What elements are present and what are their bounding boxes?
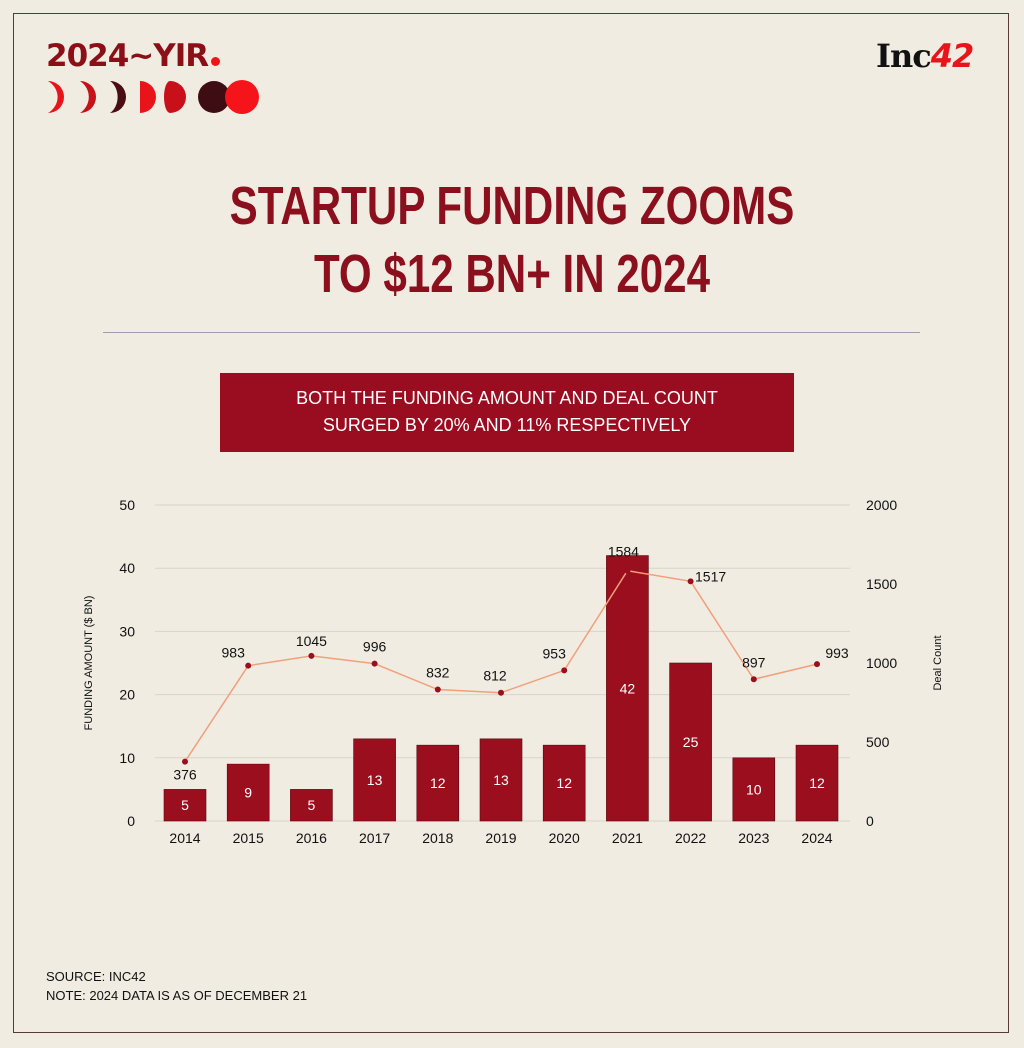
deal-count-point [308, 652, 315, 659]
page-title: STARTUP FUNDING ZOOMS TO $12 BN+ IN 2024 [229, 176, 795, 304]
bar-value-label: 13 [493, 772, 509, 788]
x-tick-label: 2022 [675, 830, 706, 846]
x-tick-label: 2016 [296, 830, 327, 846]
y2-axis-label: Deal Count [932, 635, 944, 690]
x-tick-label: 2020 [549, 830, 580, 846]
bar-2014 [163, 789, 207, 822]
deal-count-label: 953 [543, 645, 567, 661]
deal-count-point [371, 660, 378, 667]
yir-logo: 2024~YIR [46, 38, 221, 74]
bar-2015 [226, 763, 270, 822]
x-tick-label: 2024 [801, 830, 832, 846]
bar-2018 [416, 744, 460, 822]
y-tick-label: 20 [119, 687, 135, 703]
deal-count-label: 983 [222, 645, 246, 661]
bar-value-label: 42 [620, 680, 636, 696]
deal-count-point [561, 667, 568, 674]
frame-border [13, 13, 1009, 1033]
bar-value-label: 9 [244, 785, 252, 801]
x-tick-label: 2014 [169, 830, 200, 846]
bar-2017 [353, 738, 396, 822]
bar-2023 [732, 757, 776, 822]
deal-count-label: 1517 [695, 568, 726, 584]
deal-count-point [498, 689, 504, 696]
y-tick-label: 40 [119, 560, 135, 576]
y2-tick-label: 0 [866, 813, 874, 829]
inc42-logo: Inc42 [876, 37, 974, 75]
bar-2024 [795, 744, 839, 822]
bar-value-label: 12 [556, 775, 572, 791]
x-tick-label: 2015 [233, 830, 264, 846]
deal-count-label: 1045 [296, 633, 327, 649]
deal-count-point [624, 567, 631, 574]
bar-value-label: 25 [683, 734, 699, 750]
bar-2020 [542, 744, 586, 822]
y-tick-label: 10 [119, 750, 135, 766]
deal-count-label: 376 [173, 767, 197, 783]
deal-count-label: 832 [426, 665, 450, 681]
x-tick-label: 2021 [612, 830, 643, 846]
data-note: NOTE: 2024 DATA IS AS OF DECEMBER 21 [46, 988, 308, 1003]
deal-count-point [750, 676, 757, 683]
moon-phases-logo [48, 80, 259, 114]
deal-count-point [245, 662, 252, 669]
bar-2021 [606, 555, 649, 822]
y2-tick-label: 1500 [866, 576, 897, 592]
bar-value-label: 12 [809, 775, 825, 791]
divider [103, 332, 920, 333]
bar-value-label: 5 [181, 797, 189, 813]
deal-count-point [814, 661, 820, 668]
y-axis-label: FUNDING AMOUNT ($ BN) [83, 596, 95, 731]
bar-2016 [290, 789, 333, 822]
bar-value-label: 13 [367, 772, 383, 788]
y-tick-label: 50 [119, 497, 135, 513]
y2-tick-label: 500 [866, 734, 890, 750]
deal-count-label: 1584 [608, 544, 639, 560]
deal-count-line [184, 569, 818, 763]
deal-count-point [434, 686, 441, 693]
y2-tick-label: 1000 [866, 655, 897, 671]
bar-value-label: 10 [746, 781, 762, 797]
y-tick-label: 0 [127, 813, 135, 829]
y2-tick-label: 2000 [866, 497, 897, 513]
bar-2019 [479, 738, 523, 822]
deal-count-label: 993 [825, 645, 849, 661]
deal-count-point [687, 578, 694, 585]
deal-count-label: 897 [742, 654, 766, 670]
summary-banner: BOTH THE FUNDING AMOUNT AND DEAL COUNT SU… [220, 373, 794, 452]
y-tick-label: 30 [119, 623, 135, 639]
yir-logo-text: 2024~YIR [46, 38, 209, 74]
x-tick-label: 2018 [422, 830, 453, 846]
x-tick-label: 2017 [359, 830, 390, 846]
bar-value-label: 5 [308, 797, 316, 813]
deal-count-label: 996 [363, 639, 387, 655]
deal-count-label: 812 [483, 668, 507, 684]
source-note: SOURCE: INC42 [46, 969, 146, 984]
x-tick-label: 2019 [485, 830, 516, 846]
bar-2022 [669, 662, 712, 822]
x-tick-label: 2023 [738, 830, 769, 846]
bar-value-label: 12 [430, 775, 446, 791]
deal-count-point [182, 758, 188, 765]
